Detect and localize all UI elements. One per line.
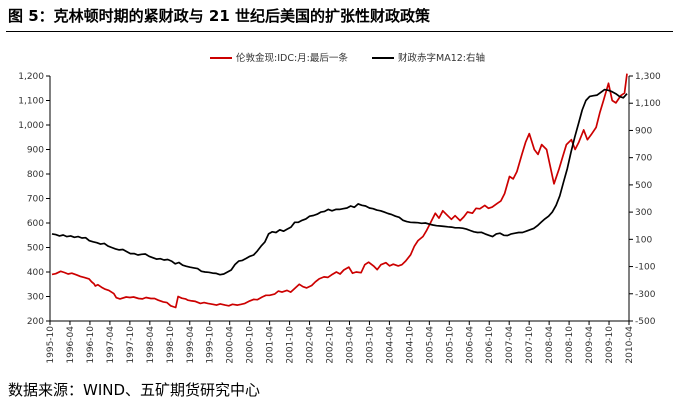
x-tick-label: 1998-10 (166, 326, 176, 364)
x-tick-label: 1996-10 (86, 326, 96, 364)
left-tick-label: 1,000 (18, 121, 44, 131)
right-tick-label: 700 (635, 154, 652, 164)
x-tick-label: 1998-04 (146, 326, 156, 364)
x-tick-label: 2008-10 (565, 326, 575, 364)
series-line-gold-price (51, 73, 628, 309)
x-tick-label: 1995-10 (46, 326, 56, 364)
right-tick-label: 1,300 (635, 72, 661, 82)
title-underline (6, 31, 673, 32)
legend: 伦敦金现:IDC:月:最后一条 财政赤字MA12:右轴 (210, 52, 485, 64)
chart-title: 图 5：克林顿时期的紧财政与 21 世纪后美国的扩张性财政政策 (8, 7, 430, 25)
legend-label-deficit: 财政赤字MA12:右轴 (398, 52, 485, 64)
x-tick-label: 2001-04 (266, 326, 276, 364)
x-tick-label: 2004-10 (405, 326, 415, 364)
x-tick-label: 2001-10 (286, 326, 296, 364)
left-tick-label: 300 (27, 293, 44, 303)
right-tick-label: -300 (635, 290, 656, 300)
left-tick-label: 900 (27, 146, 44, 156)
series-layer (51, 73, 628, 309)
x-tick-label: 1997-04 (106, 326, 116, 364)
right-axis-ticks: -500 -300 -100 100 300 500 700 900 1,100 1,300 (629, 72, 661, 327)
x-tick-label: 2009-04 (585, 326, 595, 364)
x-tick-label: 1997-10 (126, 326, 136, 364)
x-tick-label: 2006-10 (485, 326, 495, 364)
left-tick-label: 400 (27, 268, 44, 278)
right-tick-label: -500 (635, 317, 656, 327)
data-source-note: 数据来源：WIND、五矿期货研究中心 (8, 381, 261, 399)
left-tick-label: 1,200 (18, 72, 44, 82)
series-line-fiscal-deficit (51, 88, 628, 276)
x-tick-label: 2009-10 (605, 326, 615, 364)
x-tick-label: 2006-04 (465, 326, 475, 364)
x-tick-label: 2010-04 (625, 326, 635, 364)
x-tick-label: 2002-04 (306, 326, 316, 364)
right-tick-label: 900 (635, 126, 652, 136)
left-tick-label: 600 (27, 219, 44, 229)
x-tick-label: 1999-10 (206, 326, 216, 364)
left-tick-label: 700 (27, 195, 44, 205)
right-tick-label: 500 (635, 181, 652, 191)
dual-axis-line-chart: 伦敦金现:IDC:月:最后一条 财政赤字MA12:右轴 200 300 400 500… (18, 52, 661, 364)
x-tick-label: 2005-04 (425, 326, 435, 364)
x-tick-label: 2004-04 (385, 326, 395, 364)
x-tick-label: 2000-04 (226, 326, 236, 364)
left-tick-label: 200 (27, 317, 44, 327)
right-tick-label: 1,100 (635, 99, 661, 109)
x-tick-label: 2008-04 (545, 326, 555, 364)
x-tick-label: 2003-04 (345, 326, 355, 364)
x-tick-label: 2002-10 (326, 326, 336, 364)
x-tick-label: 2000-10 (246, 326, 256, 364)
left-tick-label: 1,100 (18, 97, 44, 107)
x-tick-label: 2003-10 (365, 326, 375, 364)
right-tick-label: 300 (635, 208, 652, 218)
legend-label-gold: 伦敦金现:IDC:月:最后一条 (236, 52, 348, 64)
x-tick-label: 1996-04 (66, 326, 76, 364)
left-tick-label: 500 (27, 244, 44, 254)
left-tick-label: 800 (27, 170, 44, 180)
x-tick-label: 1999-04 (186, 326, 196, 364)
right-tick-label: -100 (635, 263, 656, 273)
x-tick-label: 2007-10 (525, 326, 535, 364)
x-tick-label: 2007-04 (505, 326, 515, 364)
left-axis-ticks: 200 300 400 500 600 700 800 900 1,000 1,100 1,200 (18, 72, 50, 327)
x-axis-ticks: 1995-10 1996-04 1996-10 1997-04 1997-10 1998-… (46, 321, 635, 364)
x-tick-label: 2005-10 (445, 326, 455, 364)
right-tick-label: 100 (635, 235, 652, 245)
plot-area (49, 76, 630, 322)
